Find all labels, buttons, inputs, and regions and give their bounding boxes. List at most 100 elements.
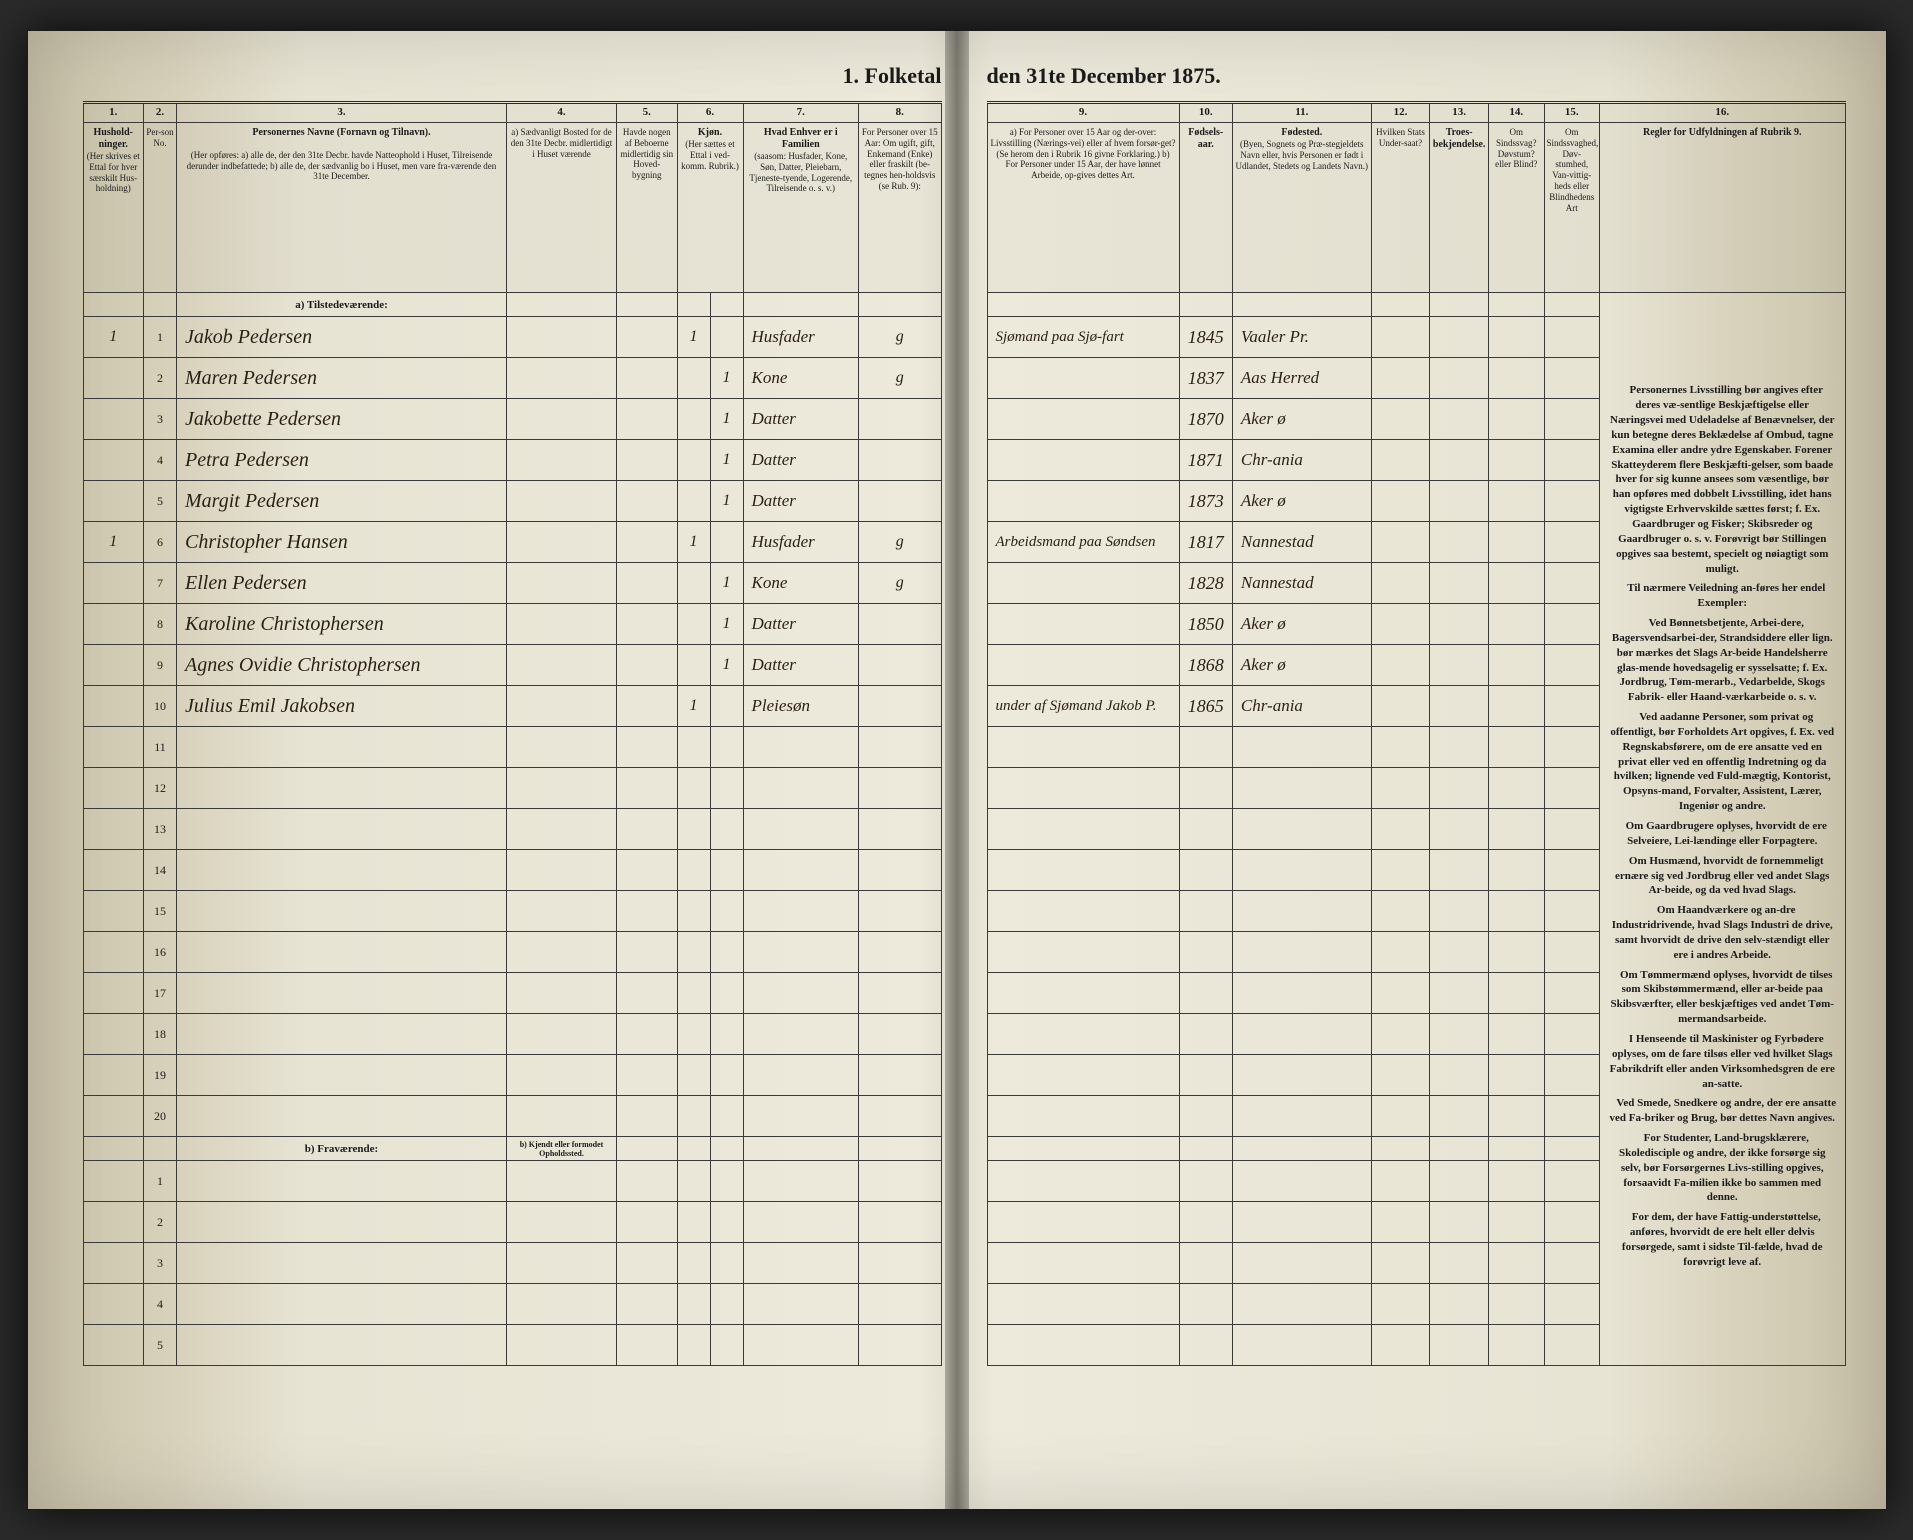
marital-status (859, 645, 942, 686)
marital-status (859, 440, 942, 481)
person-num: 6 (144, 522, 177, 563)
table-row: 2 (83, 1202, 941, 1243)
table-row: 8 Karoline Christophersen 1 Datter (83, 604, 941, 645)
col-num: 8. (859, 103, 942, 123)
sex-female: 1 (710, 645, 743, 686)
sex-male: 1 (677, 522, 710, 563)
table-row: 19 (83, 1055, 941, 1096)
table-row: 13 (83, 809, 941, 850)
col-header: For Personer over 15 Aar: Om ugift, gift… (859, 123, 942, 293)
page-title-left: 1. Folketal (843, 63, 942, 89)
relation: Datter (743, 645, 859, 686)
occupation (987, 645, 1179, 686)
sex-male (677, 440, 710, 481)
household-num (83, 686, 144, 727)
occupation: Sjømand paa Sjø-fart (987, 317, 1179, 358)
col-num: 6. (677, 103, 743, 123)
col-header: Om Sindssvag? Døvstum? eller Blind? (1489, 123, 1544, 293)
left-page: 1. Folketal 1. 2. 3. 4. 5. 6. 7. 8. Hus (28, 31, 962, 1509)
household-num: 1 (83, 317, 144, 358)
person-name: Jakob Pedersen (177, 317, 507, 358)
sex-male (677, 563, 710, 604)
birth-year: 1845 (1179, 317, 1232, 358)
person-name: Maren Pedersen (177, 358, 507, 399)
birthplace: Aker ø (1232, 399, 1371, 440)
table-row: 4 (83, 1284, 941, 1325)
relation: Datter (743, 440, 859, 481)
relation: Kone (743, 358, 859, 399)
col-header: Kjøn.(Her sættes et Ettal i ved-komm. Ru… (677, 123, 743, 293)
marital-status (859, 481, 942, 522)
relation: Husfader (743, 317, 859, 358)
birth-year: 1871 (1179, 440, 1232, 481)
marital-status (859, 399, 942, 440)
census-ledger: 1. Folketal 1. 2. 3. 4. 5. 6. 7. 8. Hus (27, 30, 1887, 1510)
right-page: den 31te December 1875. 9. 10. 11. 12. 1… (962, 31, 1886, 1509)
col-header: Per-son No. (144, 123, 177, 293)
birth-year: 1828 (1179, 563, 1232, 604)
occupation (987, 358, 1179, 399)
person-name: Jakobette Pedersen (177, 399, 507, 440)
person-name: Julius Emil Jakobsen (177, 686, 507, 727)
occupation (987, 604, 1179, 645)
page-title-right: den 31te December 1875. (987, 63, 1221, 89)
table-row: 3 Jakobette Pedersen 1 Datter (83, 399, 941, 440)
occupation: Arbeidsmand paa Søndsen (987, 522, 1179, 563)
occupation: under af Sjømand Jakob P. (987, 686, 1179, 727)
person-num: 9 (144, 645, 177, 686)
marital-status: g (859, 563, 942, 604)
person-num: 10 (144, 686, 177, 727)
col-num: 3. (177, 103, 507, 123)
col-num: 13. (1430, 103, 1489, 123)
person-name: Ellen Pedersen (177, 563, 507, 604)
table-row: 17 (83, 973, 941, 1014)
household-num: 1 (83, 522, 144, 563)
relation: Pleiesøn (743, 686, 859, 727)
sex-female (710, 522, 743, 563)
occupation (987, 399, 1179, 440)
person-num: 7 (144, 563, 177, 604)
table-row: 7 Ellen Pedersen 1 Kone g (83, 563, 941, 604)
relation: Datter (743, 604, 859, 645)
birthplace: Aker ø (1232, 604, 1371, 645)
table-row: 5 (83, 1325, 941, 1366)
birthplace: Vaaler Pr. (1232, 317, 1371, 358)
birthplace: Aker ø (1232, 645, 1371, 686)
sex-female: 1 (710, 481, 743, 522)
birthplace: Chr-ania (1232, 686, 1371, 727)
rules-text: Personernes Livsstilling bør angives eft… (1599, 293, 1845, 1366)
col-num: 7. (743, 103, 859, 123)
occupation (987, 563, 1179, 604)
col-header: Fødsels-aar. (1179, 123, 1232, 293)
section-heading: a) Tilstedeværende: (177, 293, 507, 317)
marital-status: g (859, 358, 942, 399)
table-row: 14 (83, 850, 941, 891)
marital-status (859, 686, 942, 727)
person-name: Agnes Ovidie Christophersen (177, 645, 507, 686)
person-num: 5 (144, 481, 177, 522)
sex-female: 1 (710, 604, 743, 645)
person-num: 8 (144, 604, 177, 645)
table-row: 1 (83, 1161, 941, 1202)
birth-year: 1850 (1179, 604, 1232, 645)
table-row: 1 1 Jakob Pedersen 1 Husfader g (83, 317, 941, 358)
table-row: 1 6 Christopher Hansen 1 Husfader g (83, 522, 941, 563)
book-spine (945, 31, 969, 1509)
relation: Datter (743, 399, 859, 440)
sex-male (677, 645, 710, 686)
relation: Husfader (743, 522, 859, 563)
census-table-left: 1. 2. 3. 4. 5. 6. 7. 8. Hushold-ninger.(… (83, 101, 942, 1366)
person-num: 3 (144, 399, 177, 440)
person-name: Christopher Hansen (177, 522, 507, 563)
household-num (83, 358, 144, 399)
table-row: 5 Margit Pedersen 1 Datter (83, 481, 941, 522)
col-num: 16. (1599, 103, 1845, 123)
person-name: Karoline Christophersen (177, 604, 507, 645)
col-num: 12. (1371, 103, 1430, 123)
person-num: 4 (144, 440, 177, 481)
birth-year: 1865 (1179, 686, 1232, 727)
col-header: Om Sindssvaghed, Døv-stumhed, Van-vittig… (1544, 123, 1599, 293)
table-row: 15 (83, 891, 941, 932)
birthplace: Aas Herred (1232, 358, 1371, 399)
marital-status: g (859, 317, 942, 358)
